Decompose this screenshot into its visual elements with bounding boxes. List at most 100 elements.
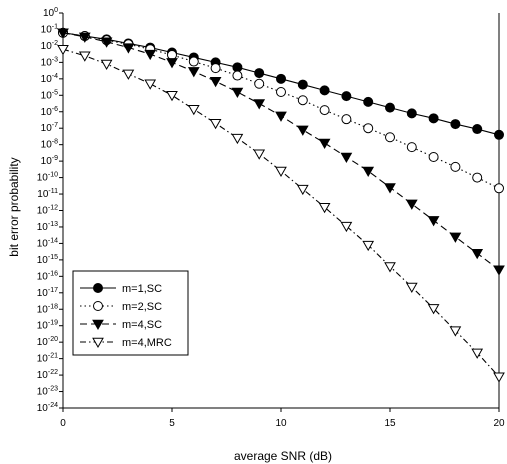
data-point — [144, 49, 157, 61]
series-4 — [57, 44, 505, 383]
data-point — [405, 199, 418, 210]
data-point — [384, 183, 396, 194]
legend-entry: m=1,SC — [80, 283, 162, 295]
legend-entry: m=4,SC — [80, 319, 162, 331]
data-point — [57, 44, 69, 56]
series-3 — [57, 28, 505, 276]
data-point — [493, 265, 505, 276]
legend: m=1,SC m=2,SC m=4,SC m=4,MRC — [72, 270, 189, 356]
data-point — [187, 105, 200, 116]
data-point — [254, 78, 265, 89]
data-point — [340, 221, 353, 233]
data-point — [275, 111, 287, 122]
data-point — [341, 91, 352, 102]
y-tick-label: 10-6 — [41, 106, 58, 118]
y-tick-label: 10-23 — [37, 386, 58, 398]
y-tick-label: 10-11 — [37, 188, 58, 200]
legend-marker — [93, 301, 103, 311]
legend-entry: m=4,MRC — [80, 337, 172, 349]
data-point — [100, 59, 113, 71]
data-point — [450, 119, 461, 130]
y-axis-title: bit error probability — [7, 157, 21, 256]
y-tick-label: 10-16 — [37, 270, 58, 282]
y-tick-label: 10-15 — [37, 254, 58, 266]
legend-marker — [93, 283, 103, 293]
y-tick-label: 10-13 — [37, 221, 58, 233]
data-point — [210, 63, 221, 74]
data-point — [472, 124, 483, 135]
legend-label: m=4,MRC — [122, 337, 172, 349]
y-tick-label: 10-7 — [41, 122, 58, 134]
data-point — [232, 62, 243, 73]
data-point — [385, 132, 395, 143]
data-point — [428, 113, 439, 124]
data-point — [167, 49, 177, 60]
data-point — [253, 149, 266, 160]
data-point — [318, 202, 331, 214]
y-tick-label: 10-4 — [41, 73, 58, 85]
data-point — [494, 129, 504, 140]
data-point — [449, 326, 462, 337]
y-tick-label: 10-9 — [41, 155, 58, 167]
data-point — [340, 152, 353, 164]
series-line — [62, 32, 500, 271]
data-point — [254, 68, 265, 79]
y-tick-label: 10-10 — [37, 172, 58, 184]
data-point — [78, 51, 91, 62]
data-point — [57, 28, 69, 39]
data-point — [384, 262, 396, 273]
data-point — [449, 232, 462, 243]
series-line — [62, 32, 500, 189]
data-point — [406, 142, 417, 153]
data-point — [405, 282, 418, 294]
y-tick-label: 10-22 — [37, 369, 58, 381]
data-point — [341, 114, 352, 125]
data-point — [296, 184, 309, 196]
data-point — [232, 70, 243, 81]
y-tick-label: 10-2 — [41, 40, 58, 52]
data-point — [296, 125, 309, 136]
data-point — [363, 96, 374, 107]
data-point — [166, 58, 178, 69]
data-point — [187, 67, 200, 78]
x-tick-label: 20 — [493, 418, 505, 429]
x-tick-label: 15 — [384, 418, 396, 429]
x-tick-label: 5 — [169, 418, 175, 429]
legend-label: m=2,SC — [122, 301, 162, 313]
data-point — [275, 166, 287, 178]
data-point — [276, 73, 286, 84]
data-point — [318, 138, 331, 150]
y-tick-label: 10-5 — [41, 89, 58, 101]
data-point — [144, 79, 157, 90]
data-point — [472, 172, 483, 183]
data-point — [166, 91, 178, 102]
data-point — [427, 304, 440, 315]
data-point — [471, 249, 484, 260]
y-tick-label: 10-20 — [37, 336, 58, 348]
data-point — [493, 372, 505, 383]
y-tick-label: 10-12 — [37, 205, 58, 217]
x-tick-label: 0 — [60, 418, 66, 429]
data-point — [209, 77, 222, 88]
y-tick-label: 10-14 — [37, 237, 58, 249]
data-point — [231, 87, 244, 99]
data-point — [78, 32, 91, 43]
data-point — [209, 119, 222, 130]
data-point — [428, 152, 439, 163]
legend-entry: m=2,SC — [80, 301, 162, 313]
data-point — [253, 99, 266, 110]
y-tick-label: 10-17 — [37, 287, 58, 299]
legend-label: m=1,SC — [122, 283, 162, 295]
data-point — [471, 348, 484, 359]
series-line — [62, 48, 500, 378]
data-point — [188, 56, 199, 67]
x-tick-label: 10 — [275, 418, 287, 429]
data-point — [231, 133, 244, 145]
y-tick-label: 10-21 — [37, 353, 58, 365]
series-layer — [57, 27, 505, 383]
y-tick-label: 10-3 — [41, 56, 58, 68]
data-point — [297, 95, 308, 106]
data-point — [319, 105, 330, 116]
y-tick-label: 100 — [43, 7, 58, 19]
